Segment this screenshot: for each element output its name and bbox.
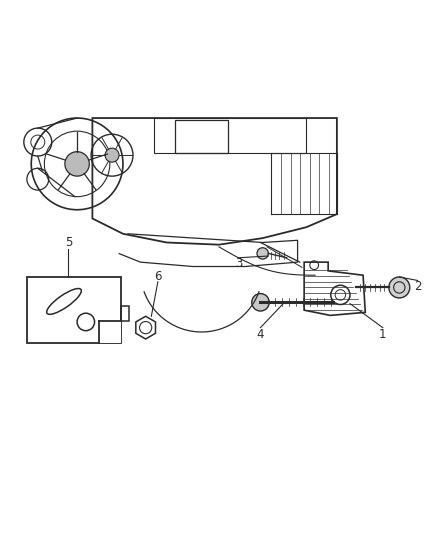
Circle shape: [65, 152, 89, 176]
Text: 5: 5: [65, 236, 72, 249]
Circle shape: [105, 148, 119, 162]
Text: 1: 1: [379, 328, 386, 341]
Text: 3: 3: [235, 256, 242, 270]
Circle shape: [252, 294, 269, 311]
Circle shape: [257, 248, 268, 259]
Circle shape: [389, 277, 410, 298]
Text: 2: 2: [414, 280, 421, 293]
Text: 6: 6: [154, 270, 162, 282]
Text: 4: 4: [257, 328, 264, 341]
Polygon shape: [99, 321, 121, 343]
Bar: [27, 277, 121, 343]
